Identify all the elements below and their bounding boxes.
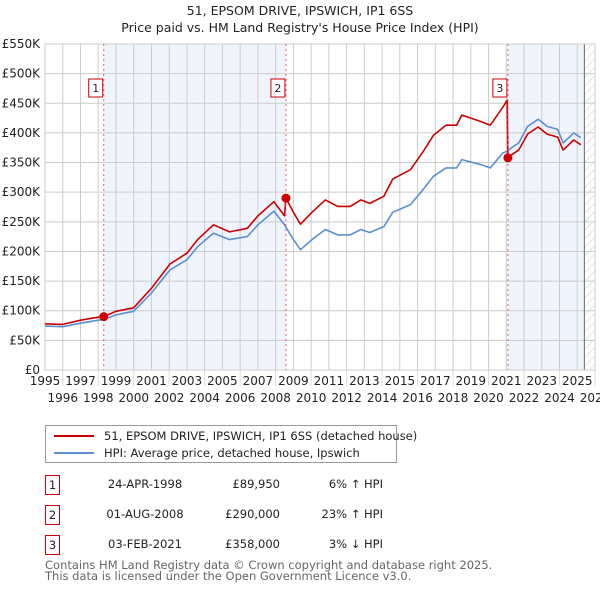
transaction-row: 3 03-FEB-2021 £358,000 3% ↓ HPI — [45, 535, 425, 557]
transaction-row: 2 01-AUG-2008 £290,000 23% ↑ HPI — [45, 505, 425, 527]
x-tick-label: 2022 — [509, 391, 540, 405]
transaction-badge: 3 — [45, 535, 60, 555]
y-tick-label: £450K — [2, 96, 42, 110]
transaction-badge: 1 — [45, 475, 60, 495]
legend-swatch-blue — [54, 452, 94, 454]
x-tick-label: 2015 — [385, 374, 416, 388]
chart-subtitle: Price paid vs. HM Land Registry's House … — [121, 20, 478, 35]
y-tick-label: £500K — [2, 67, 42, 81]
y-tick-label: £50K — [9, 333, 41, 347]
y-tick-label: £0 — [25, 363, 40, 377]
x-tick-label: 2021 — [491, 374, 522, 388]
transaction-price: £89,950 — [232, 477, 280, 491]
y-tick-label: £400K — [2, 126, 42, 140]
x-tick-label: 1995 — [30, 374, 61, 388]
y-tick-label: £150K — [2, 274, 42, 288]
x-tick-label: 2026 — [580, 391, 600, 405]
transaction-price: £290,000 — [225, 507, 280, 521]
legend-label-hpi: HPI: Average price, detached house, Ipsw… — [104, 446, 360, 460]
x-tick-label: 2001 — [136, 374, 167, 388]
x-tick-label: 2000 — [118, 391, 149, 405]
x-tick-label: 2003 — [172, 374, 203, 388]
x-tick-label: 1996 — [47, 391, 78, 405]
sale-point — [503, 153, 513, 163]
y-tick-label: £100K — [2, 304, 42, 318]
sale-point — [281, 193, 291, 203]
transaction-hpi-diff: 23% ↑ HPI — [321, 507, 383, 521]
transaction-badge: 2 — [45, 505, 60, 525]
y-tick-label: £350K — [2, 156, 42, 170]
x-tick-label: 2006 — [225, 391, 256, 405]
x-tick-label: 2023 — [527, 374, 558, 388]
legend-item-hpi: HPI: Average price, detached house, Ipsw… — [54, 445, 360, 461]
hpi-line — [44, 118, 582, 328]
x-tick-label: 1999 — [101, 374, 132, 388]
future-hatch — [584, 44, 595, 370]
chart-title: 51, EPSOM DRIVE, IPSWICH, IP1 6SS — [187, 3, 414, 18]
y-tick-label: £200K — [2, 244, 42, 258]
legend-item-property: 51, EPSOM DRIVE, IPSWICH, IP1 6SS (detac… — [54, 428, 417, 444]
sale-badge-label: 3 — [496, 82, 503, 95]
y-tick-label: £300K — [2, 185, 42, 199]
x-tick-label: 2008 — [260, 391, 291, 405]
x-tick-label: 2025 — [562, 374, 593, 388]
sale-badge — [492, 78, 508, 98]
ownership-shade — [507, 44, 585, 370]
y-tick-label: £550K — [2, 37, 42, 51]
transaction-hpi-diff: 6% ↑ HPI — [328, 477, 383, 491]
transaction-date: 24-APR-1998 — [107, 477, 183, 491]
footer-line-1: Contains HM Land Registry data © Crown c… — [45, 558, 493, 572]
transaction-hpi-diff: 3% ↓ HPI — [328, 537, 383, 551]
transaction-date: 03-FEB-2021 — [108, 537, 182, 551]
transaction-row: 1 24-APR-1998 £89,950 6% ↑ HPI — [45, 475, 425, 497]
price-chart: 51, EPSOM DRIVE, IPSWICH, IP1 6SS Price … — [2, 3, 600, 405]
x-tick-label: 2007 — [243, 374, 274, 388]
x-tick-label: 2010 — [296, 391, 327, 405]
x-tick-label: 2018 — [438, 391, 469, 405]
x-tick-label: 2005 — [207, 374, 238, 388]
x-tick-label: 2019 — [456, 374, 487, 388]
x-tick-label: 2024 — [544, 391, 575, 405]
legend-label-property: 51, EPSOM DRIVE, IPSWICH, IP1 6SS (detac… — [104, 429, 418, 443]
footer-attribution: Contains HM Land Registry data © Crown c… — [45, 558, 493, 583]
x-tick-label: 2017 — [420, 374, 451, 388]
transaction-price: £358,000 — [225, 537, 280, 551]
ownership-shade — [103, 44, 286, 370]
x-tick-label: 2014 — [367, 391, 398, 405]
sale-badge — [270, 78, 286, 98]
x-tick-label: 2002 — [154, 391, 185, 405]
x-tick-label: 2020 — [473, 391, 504, 405]
x-tick-label: 1997 — [65, 374, 96, 388]
x-tick-label: 2012 — [331, 391, 362, 405]
x-tick-label: 2013 — [349, 374, 380, 388]
sale-point — [99, 312, 109, 322]
property-price-line — [44, 99, 582, 326]
chart-legend: 51, EPSOM DRIVE, IPSWICH, IP1 6SS (detac… — [45, 425, 417, 463]
transaction-date: 01-AUG-2008 — [106, 507, 184, 521]
plot-frame — [44, 43, 596, 371]
x-tick-label: 2004 — [189, 391, 220, 405]
x-tick-label: 2016 — [402, 391, 433, 405]
x-tick-label: 2009 — [278, 374, 309, 388]
legend-swatch-red — [54, 435, 94, 437]
x-tick-label: 2011 — [314, 374, 345, 388]
x-tick-label: 1998 — [83, 391, 114, 405]
y-tick-label: £250K — [2, 215, 42, 229]
sale-badge — [88, 78, 104, 98]
sale-badge-label: 1 — [92, 82, 99, 95]
footer-line-2: This data is licensed under the Open Gov… — [45, 569, 412, 583]
sale-badge-label: 2 — [274, 82, 281, 95]
